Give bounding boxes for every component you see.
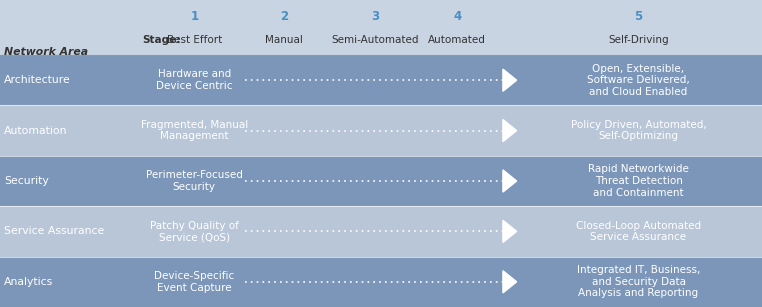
Text: Service Assurance: Service Assurance	[4, 226, 104, 236]
Text: Architecture: Architecture	[4, 75, 71, 85]
Text: Rapid Networkwide
Threat Detection
and Containment: Rapid Networkwide Threat Detection and C…	[588, 165, 689, 198]
Bar	[0, 257, 762, 307]
Text: 2: 2	[280, 10, 288, 23]
Text: Hardware and
Device Centric: Hardware and Device Centric	[156, 69, 232, 91]
Text: 4: 4	[453, 10, 461, 23]
Text: Open, Extensible,
Software Delivered,
and Cloud Enabled: Open, Extensible, Software Delivered, an…	[588, 64, 690, 97]
Bar	[0, 206, 762, 257]
Polygon shape	[503, 271, 517, 293]
Text: Integrated IT, Business,
and Security Data
Analysis and Reporting: Integrated IT, Business, and Security Da…	[577, 265, 700, 298]
Bar	[0, 156, 762, 206]
Polygon shape	[503, 119, 517, 142]
Text: Security: Security	[4, 176, 49, 186]
Text: Closed-Loop Automated
Service Assurance: Closed-Loop Automated Service Assurance	[576, 221, 701, 242]
Text: Stage:: Stage:	[142, 35, 181, 45]
Text: Automation: Automation	[4, 126, 67, 136]
Bar	[0, 0, 762, 55]
Polygon shape	[503, 170, 517, 192]
Text: Self-Driving: Self-Driving	[608, 35, 669, 45]
Text: Perimeter-Focused
Security: Perimeter-Focused Security	[146, 170, 243, 192]
Text: Fragmented, Manual
Management: Fragmented, Manual Management	[141, 120, 248, 142]
Text: Policy Driven, Automated,
Self-Optimizing: Policy Driven, Automated, Self-Optimizin…	[571, 120, 706, 142]
Text: Automated: Automated	[428, 35, 486, 45]
Text: 1: 1	[190, 10, 198, 23]
Text: Semi-Automated: Semi-Automated	[331, 35, 418, 45]
Bar	[0, 55, 762, 105]
Text: Best Effort: Best Effort	[167, 35, 222, 45]
Text: Analytics: Analytics	[4, 277, 53, 287]
Text: 5: 5	[635, 10, 642, 23]
Polygon shape	[503, 220, 517, 243]
Text: Device-Specific
Event Capture: Device-Specific Event Capture	[154, 271, 235, 293]
Bar	[0, 105, 762, 156]
Text: Patchy Quality of
Service (QoS): Patchy Quality of Service (QoS)	[150, 221, 239, 242]
Polygon shape	[503, 69, 517, 91]
Text: 3: 3	[371, 10, 379, 23]
Text: Manual: Manual	[265, 35, 303, 45]
Text: Network Area: Network Area	[4, 47, 88, 57]
